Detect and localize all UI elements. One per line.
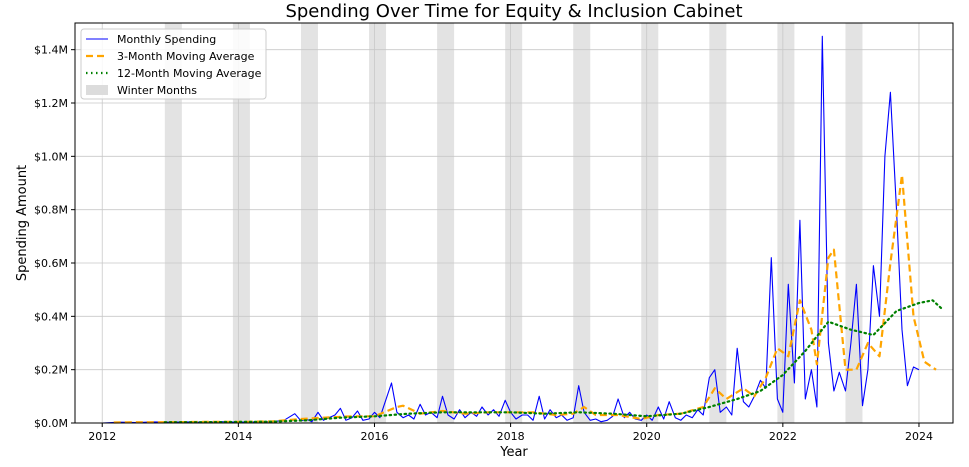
series-lines: [102, 35, 943, 424]
x-tick-label-2: 2016: [360, 430, 388, 443]
y-tick-label-7: $1.4M: [34, 44, 68, 57]
legend: Monthly Spending 3-Month Moving Average 12…: [80, 28, 267, 100]
y-axis-ticks: $0.0M $0.2M $0.4M $0.6M $0.8M $1.0M $1.2M $1.4M: [34, 44, 75, 430]
x-axis-ticks: 2012 2014 2016 2018 2020 2022 2024: [88, 423, 933, 443]
winter-band-7: [641, 23, 659, 423]
x-tick-label-6: 2024: [905, 430, 933, 443]
legend-label-1: 3-Month Moving Average: [117, 50, 255, 63]
legend-label-0: Monthly Spending: [117, 33, 216, 46]
y-tick-label-6: $1.2M: [34, 97, 68, 110]
winter-band-9: [777, 23, 795, 423]
y-tick-label-3: $0.6M: [34, 257, 68, 270]
winter-band-6: [573, 23, 591, 423]
winter-band-5: [505, 23, 523, 423]
legend-swatch-3: [86, 85, 108, 95]
y-tick-label-2: $0.4M: [34, 310, 68, 323]
series-line-2: [163, 299, 943, 424]
y-tick-label-0: $0.0M: [34, 417, 68, 430]
winter-band-8: [709, 23, 727, 423]
x-tick-label-1: 2014: [224, 430, 252, 443]
winter-months-bands: [164, 23, 863, 423]
x-tick-label-0: 2012: [88, 430, 116, 443]
x-axis-label: Year: [499, 445, 528, 460]
x-tick-label-3: 2018: [497, 430, 525, 443]
y-tick-label-1: $0.2M: [34, 364, 68, 377]
winter-band-4: [437, 23, 455, 423]
legend-label-3: Winter Months: [117, 84, 197, 97]
legend-label-2: 12-Month Moving Average: [117, 67, 262, 80]
x-tick-label-4: 2020: [633, 430, 661, 443]
plot-area-frame: [74, 22, 954, 424]
winter-band-3: [369, 23, 387, 423]
legend-box: [80, 28, 267, 100]
x-tick-label-5: 2022: [769, 430, 797, 443]
y-tick-label-5: $1.0M: [34, 150, 68, 163]
y-axis-label: Spending Amount: [15, 165, 30, 281]
winter-band-0: [164, 23, 182, 423]
chart-title: Spending Over Time for Equity & Inclusio…: [285, 1, 742, 22]
y-tick-label-4: $0.8M: [34, 204, 68, 217]
winter-band-1: [232, 23, 250, 423]
winter-band-2: [300, 23, 318, 423]
series-line-0: [102, 35, 920, 424]
